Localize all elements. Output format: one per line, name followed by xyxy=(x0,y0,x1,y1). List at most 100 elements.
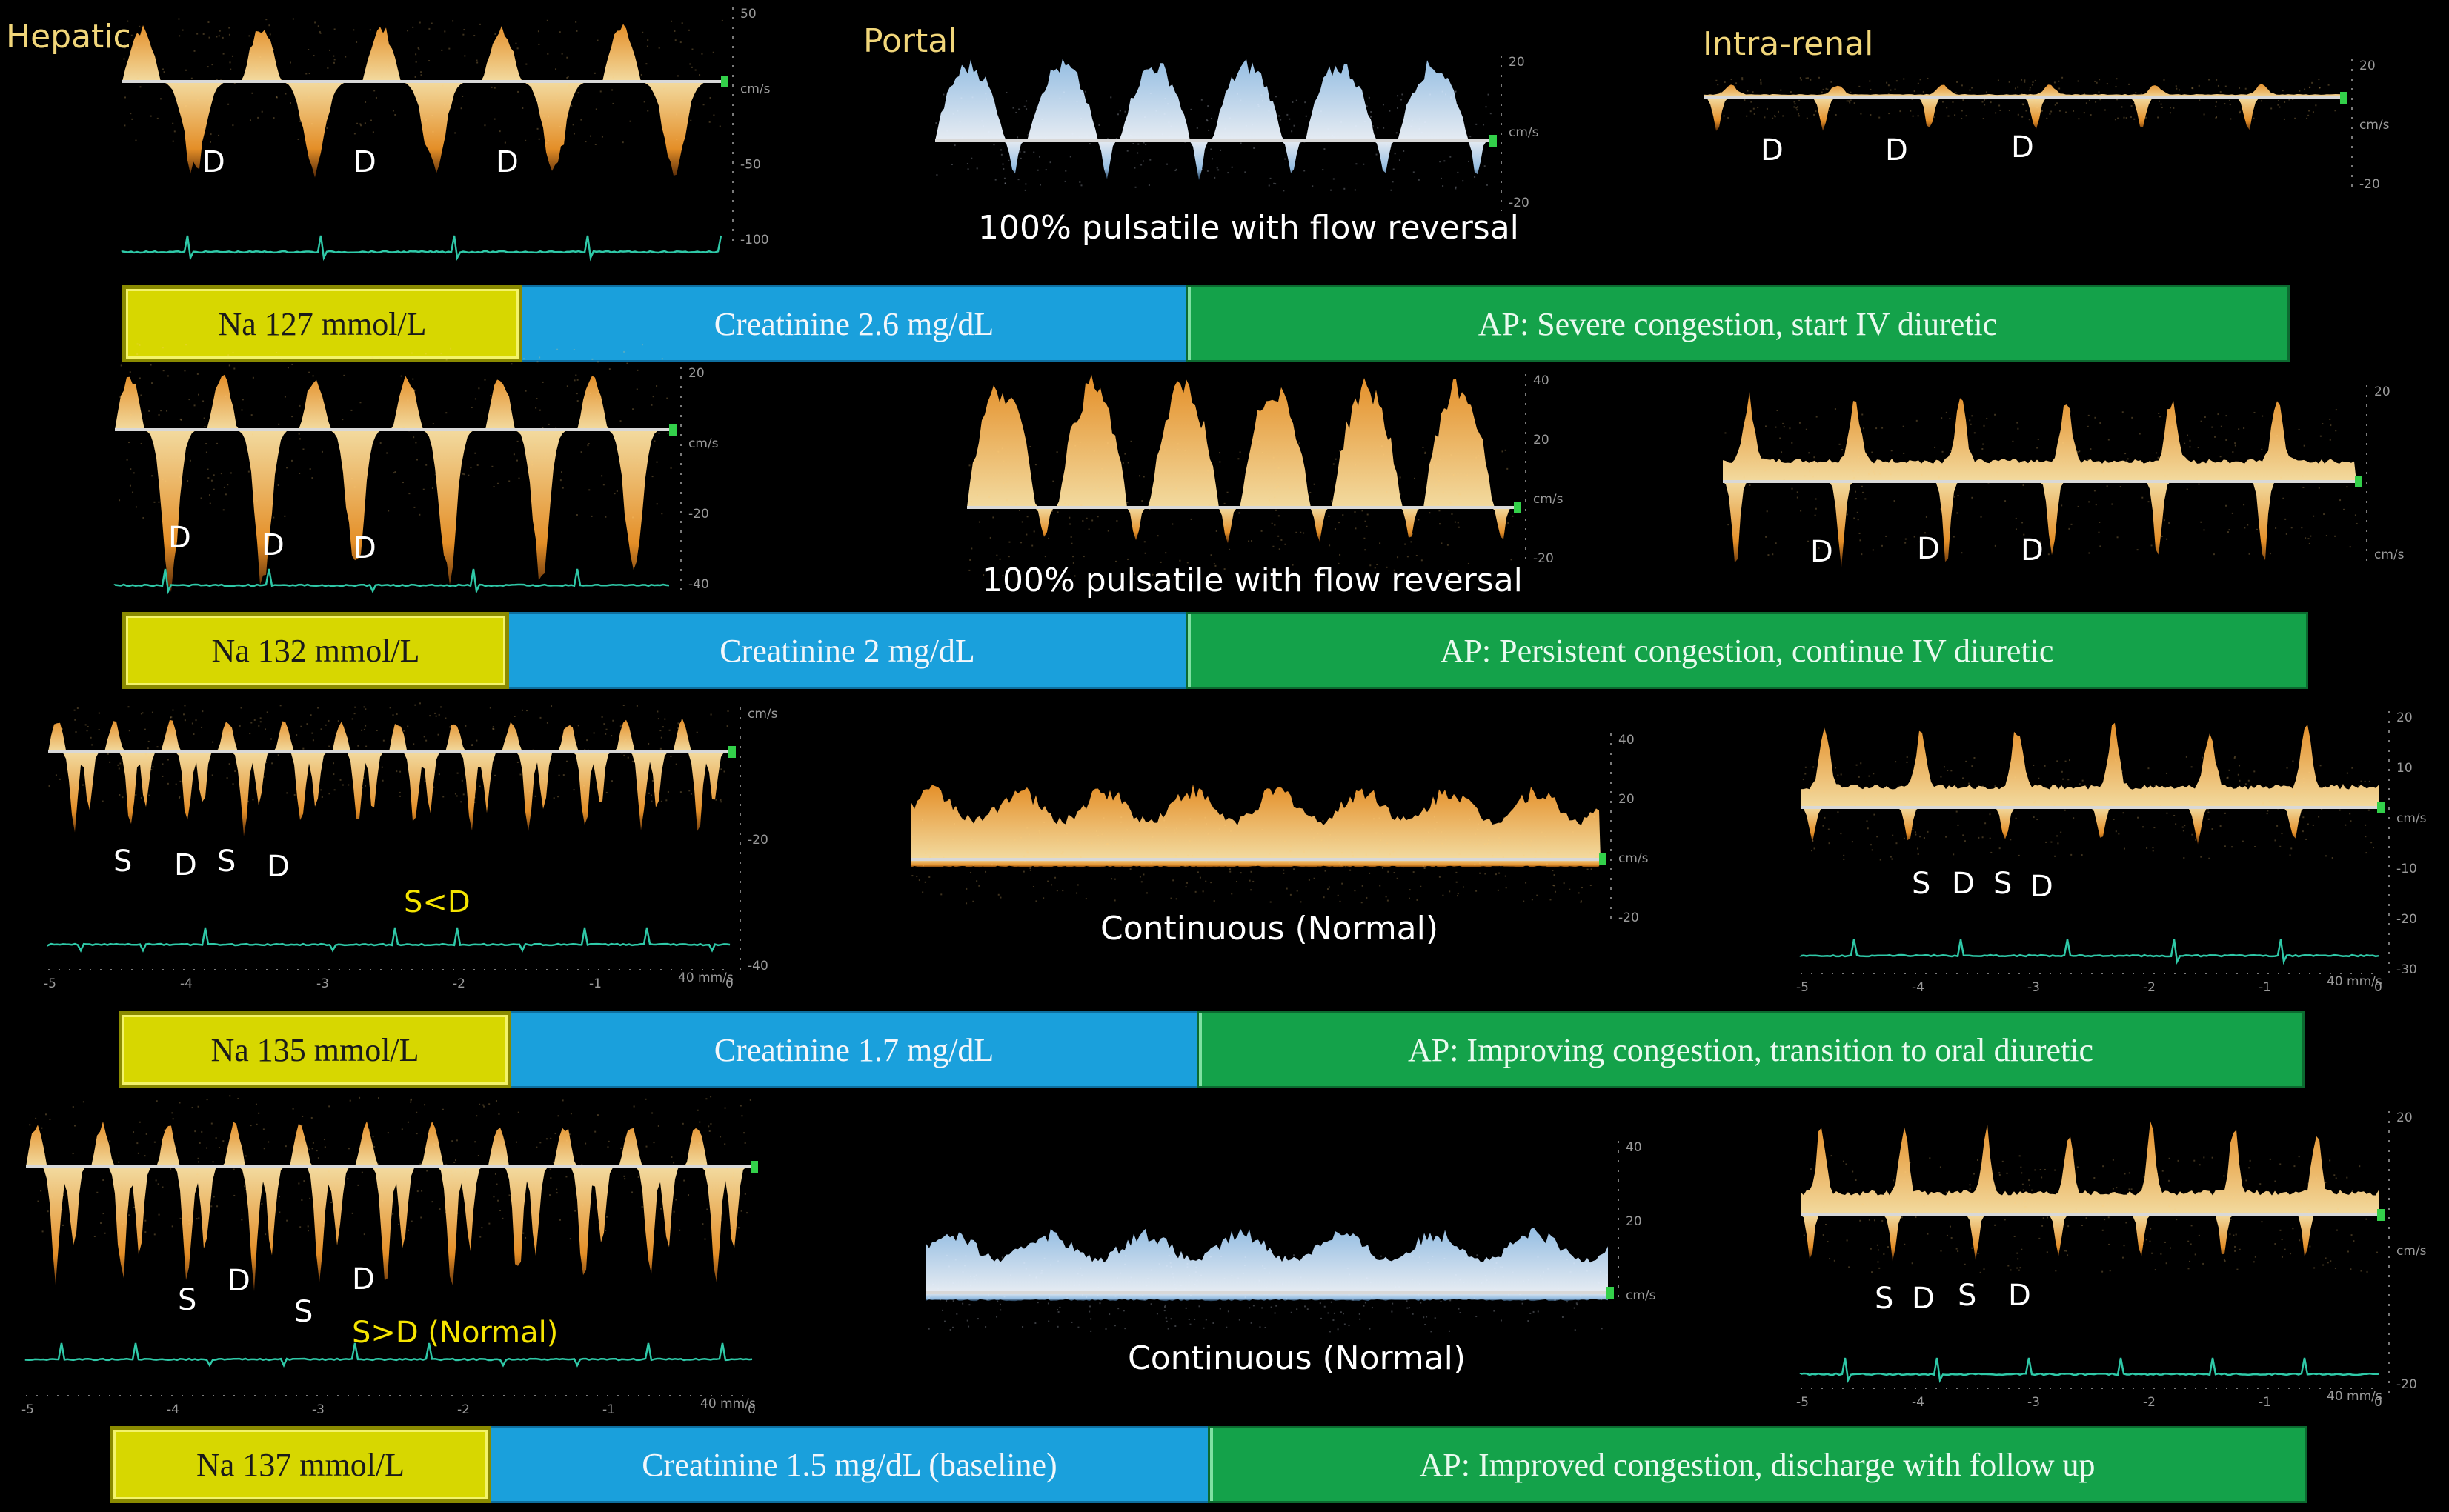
waveform-pattern-note: S>D (Normal) xyxy=(352,1316,559,1350)
wave-marker: D xyxy=(1917,532,1940,566)
lab-bar-row3: Na 135 mmol/L Creatinine 1.7 mg/dL AP: I… xyxy=(119,1011,2305,1088)
svg-text:-4: -4 xyxy=(167,1402,179,1417)
hepatic-waveform-row2: 20 cm/s -20 -40 xyxy=(113,343,719,595)
portal-waveform-row1: 20 cm/s -20 xyxy=(935,55,1539,211)
wave-marker: S xyxy=(294,1295,313,1329)
svg-text:20: 20 xyxy=(1533,433,1549,447)
portal-caption-row3: Continuous (Normal) xyxy=(1100,910,1439,948)
assessment-plan: AP: Improved congestion, discharge with … xyxy=(1208,1426,2307,1503)
svg-text:-30: -30 xyxy=(2396,962,2417,977)
lab-bar-row4: Na 137 mmol/L Creatinine 1.5 mg/dL (base… xyxy=(110,1426,2307,1503)
svg-text:-4: -4 xyxy=(1912,1395,1924,1410)
wave-marker: D xyxy=(2030,870,2053,904)
assessment-plan: AP: Severe congestion, start IV diuretic xyxy=(1186,285,2290,362)
svg-text:40 mm/s: 40 mm/s xyxy=(2327,974,2382,989)
svg-text:-5: -5 xyxy=(44,976,56,991)
svg-text:-20: -20 xyxy=(1509,196,1529,210)
svg-text:-50: -50 xyxy=(740,157,761,172)
svg-text:-40: -40 xyxy=(688,577,709,592)
svg-text:-1: -1 xyxy=(602,1402,615,1417)
svg-text:20: 20 xyxy=(1618,792,1635,807)
creatinine-value: Creatinine 1.5 mg/dL (baseline) xyxy=(491,1426,1208,1503)
svg-text:cm/s: cm/s xyxy=(2359,118,2390,133)
svg-text:20: 20 xyxy=(2374,384,2390,399)
svg-text:0: 0 xyxy=(2374,1395,2382,1410)
svg-text:-20: -20 xyxy=(2396,1377,2417,1392)
doppler-renal-row4: 20 cm/s -20 -5 -4 -3 -2 -1 0 40 mm/s S D S D xyxy=(1796,1110,2438,1410)
svg-text:-20: -20 xyxy=(748,833,768,847)
svg-text:-20: -20 xyxy=(1533,551,1554,566)
svg-text:-2: -2 xyxy=(457,1402,470,1417)
svg-text:40: 40 xyxy=(1626,1140,1642,1155)
wave-marker: D xyxy=(168,521,191,555)
wave-marker: D xyxy=(2011,130,2034,164)
hepatic-waveform-row3: cm/s -20 -40 -5 -4 -3 -2 -1 040 mm/s xyxy=(44,702,778,991)
doppler-renal-row1: 20 cm/s -20 D D D xyxy=(1704,59,2401,207)
svg-text:cm/s: cm/s xyxy=(2396,811,2427,826)
creatinine-value: Creatinine 1.7 mg/dL xyxy=(511,1011,1197,1088)
svg-text:0: 0 xyxy=(748,1402,756,1417)
svg-text:20: 20 xyxy=(2396,710,2413,725)
svg-text:-4: -4 xyxy=(180,976,193,991)
wave-marker: S xyxy=(178,1283,197,1317)
svg-text:20: 20 xyxy=(1509,55,1525,70)
lab-bar-row2: Na 132 mmol/L Creatinine 2 mg/dL AP: Per… xyxy=(122,612,2308,689)
svg-text:20: 20 xyxy=(2396,1110,2413,1125)
wave-marker: D xyxy=(353,531,376,565)
wave-marker: D xyxy=(1810,535,1833,569)
wave-marker: D xyxy=(174,848,197,882)
wave-marker: D xyxy=(1885,133,1908,167)
wave-marker: D xyxy=(353,145,376,179)
wave-marker: D xyxy=(352,1262,375,1296)
portal-caption-row1: 100% pulsatile with flow reversal xyxy=(978,209,1519,247)
svg-text:20: 20 xyxy=(2359,59,2376,73)
assessment-plan: AP: Improving congestion, transition to … xyxy=(1197,1011,2305,1088)
svg-text:-1: -1 xyxy=(2259,1395,2271,1410)
renal-waveform-row2: 20 cm/s xyxy=(1723,384,2405,568)
doppler-renal-row2: 20 cm/s D D D xyxy=(1723,384,2416,578)
svg-text:50: 50 xyxy=(740,7,757,21)
creatinine-value: Creatinine 2.6 mg/dL xyxy=(522,285,1186,362)
svg-text:cm/s: cm/s xyxy=(1533,492,1564,507)
svg-text:40 mm/s: 40 mm/s xyxy=(678,970,734,985)
svg-text:20: 20 xyxy=(1626,1214,1642,1229)
svg-text:cm/s: cm/s xyxy=(2374,547,2405,562)
creatinine-value: Creatinine 2 mg/dL xyxy=(509,612,1186,689)
wave-marker: S xyxy=(1993,867,2013,901)
svg-text:40: 40 xyxy=(1618,733,1635,747)
svg-text:20: 20 xyxy=(688,366,705,381)
wave-marker: D xyxy=(1912,1282,1935,1316)
svg-text:-3: -3 xyxy=(2027,1395,2040,1410)
svg-text:-100: -100 xyxy=(740,233,769,247)
svg-text:-20: -20 xyxy=(688,507,709,522)
svg-text:-2: -2 xyxy=(453,976,465,991)
waveform-pattern-note: S<D xyxy=(404,885,471,919)
doppler-hepatic-row2: 20 cm/s -20 -40 D D D xyxy=(113,343,730,607)
wave-marker: D xyxy=(262,528,285,562)
renal-waveform-row4: 20 cm/s -20 -5 -4 -3 -2 -1 040 mm/s xyxy=(1796,1110,2427,1410)
svg-text:10: 10 xyxy=(2396,761,2413,776)
lab-bar-row1: Na 127 mmol/L Creatinine 2.6 mg/dL AP: S… xyxy=(122,285,2290,362)
svg-text:cm/s: cm/s xyxy=(2396,1244,2427,1259)
svg-text:-1: -1 xyxy=(589,976,602,991)
wave-marker: D xyxy=(1761,133,1784,167)
doppler-hepatic-row3: cm/s -20 -40 -5 -4 -3 -2 -1 0 40 mm/s S D S D S<D xyxy=(44,702,789,991)
portal-caption-row2: 100% pulsatile with flow reversal xyxy=(982,562,1523,599)
svg-text:-2: -2 xyxy=(2143,980,2156,995)
sodium-value: Na 135 mmol/L xyxy=(119,1011,511,1088)
svg-text:-2: -2 xyxy=(2143,1395,2156,1410)
sodium-value: Na 132 mmol/L xyxy=(122,612,509,689)
portal-waveform-row3: 40 20 cm/s -20 xyxy=(911,733,1649,926)
column-title-hepatic: Hepatic xyxy=(6,18,131,56)
svg-text:-5: -5 xyxy=(21,1402,34,1417)
column-title-intra-renal: Intra-renal xyxy=(1703,25,1874,63)
doppler-portal-row3: 40 20 cm/s -20 xyxy=(911,733,1660,941)
svg-text:-3: -3 xyxy=(316,976,329,991)
doppler-hepatic-row4: -5 -4 -3 -2 -1 0 40 mm/s S D S D S>D (Normal) xyxy=(21,1095,811,1417)
svg-text:cm/s: cm/s xyxy=(748,707,778,722)
wave-marker: S xyxy=(1912,867,1931,901)
wave-marker: D xyxy=(2021,533,2044,567)
wave-marker: D xyxy=(202,145,225,179)
wave-marker: D xyxy=(227,1264,250,1298)
